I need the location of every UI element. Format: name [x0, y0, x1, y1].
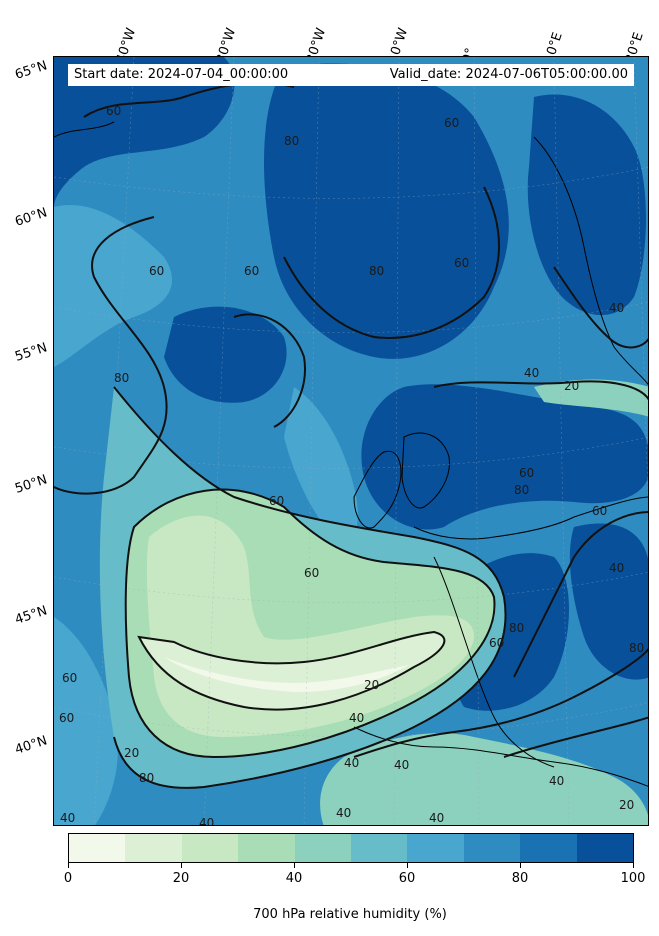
contour-label: 20 — [564, 379, 579, 393]
map-canvas: 60 80 60 60 80 60 40 60 80 20 40 20 40 6… — [54, 57, 648, 826]
contour-label: 60 — [149, 264, 164, 278]
contour-label: 80 — [139, 771, 154, 785]
contour-label: 40 — [199, 816, 214, 826]
contour-label: 60 — [444, 116, 459, 130]
colorbar-segment — [69, 834, 126, 862]
coastline — [54, 121, 115, 138]
contour-label: 80 — [114, 371, 129, 385]
contour-label: 60 — [454, 256, 469, 270]
contour-label: 20 — [619, 798, 634, 812]
colorbar-segment — [181, 834, 239, 862]
humidity-zone-mid — [284, 387, 358, 540]
humidity-zone-moist — [320, 733, 648, 825]
colorbar-segment — [520, 834, 577, 862]
coastline — [401, 432, 450, 509]
contour-label: 60 — [106, 104, 121, 118]
humidity-zone-high — [361, 384, 648, 530]
humidity-zone-mid — [54, 617, 118, 825]
coastline — [353, 726, 648, 787]
contour-label: 80 — [284, 134, 299, 148]
colorbar-tick-label: 60 — [398, 871, 416, 886]
contour-label: 60 — [489, 636, 504, 650]
humidity-zone-driest — [164, 657, 409, 693]
contour-label: 40 — [336, 806, 351, 820]
colorbar-segment — [576, 834, 634, 862]
colorbar-tick — [181, 863, 182, 868]
contour-label: 60 — [519, 466, 534, 480]
lat-label-60n: 60°N — [13, 205, 50, 230]
coastline — [533, 136, 648, 386]
contour-label: 60 — [244, 264, 259, 278]
contour-label: 40 — [60, 811, 75, 825]
contour-label: 60 — [269, 494, 284, 508]
lat-label-55n: 55°N — [13, 340, 50, 365]
colorbar-tick — [68, 863, 69, 868]
lat-label-50n: 50°N — [13, 472, 50, 497]
colorbar-tick-label: 20 — [172, 871, 190, 886]
humidity-zone-high — [527, 94, 646, 316]
lat-label-45n: 45°N — [13, 603, 50, 628]
colorbar-tick — [294, 863, 295, 868]
contour-label: 40 — [429, 811, 444, 825]
coastline — [353, 450, 402, 529]
humidity-zone-high — [569, 523, 648, 680]
colorbar-segment — [294, 834, 352, 862]
date-header: Start date: 2024-07-04_00:00:00 Valid_da… — [68, 64, 634, 86]
lat-label-40n: 40°N — [13, 733, 50, 758]
contour-label: 60 — [304, 566, 319, 580]
colorbar-segment — [125, 834, 182, 862]
colorbar-tick — [520, 863, 521, 868]
contour-label: 40 — [349, 711, 364, 725]
colorbar-tick-label: 100 — [620, 871, 646, 886]
contour-label: 80 — [629, 641, 644, 655]
contour-label: 40 — [394, 758, 409, 772]
colorbar — [68, 833, 634, 863]
humidity-zone-high — [264, 63, 509, 359]
contour-label: 40 — [609, 561, 624, 575]
contour-label: 80 — [514, 483, 529, 497]
contour-label: 40 — [549, 774, 564, 788]
contour-label: 60 — [592, 504, 607, 518]
colorbar-tick-label: 80 — [511, 871, 529, 886]
coastline — [413, 496, 648, 540]
humidity-map[interactable]: 60 80 60 60 80 60 40 60 80 20 40 20 40 6… — [53, 56, 649, 826]
humidity-zone-high — [164, 306, 287, 403]
start-date-label: Start date: 2024-07-04_00:00:00 — [74, 67, 289, 82]
contour-label: 20 — [124, 746, 139, 760]
colorbar-segment — [407, 834, 464, 862]
contour-label: 80 — [509, 621, 524, 635]
colorbar-tick — [407, 863, 408, 868]
colorbar-segment — [238, 834, 295, 862]
colorbar-tick-label: 0 — [63, 871, 73, 886]
humidity-zone-mid — [54, 205, 173, 367]
contour-label: 60 — [59, 711, 74, 725]
colorbar-title: 700 hPa relative humidity (%) — [253, 907, 447, 922]
lat-label-65n: 65°N — [13, 58, 50, 83]
colorbar-segment — [351, 834, 408, 862]
colorbar-segment — [463, 834, 521, 862]
colorbar-tick-label: 40 — [285, 871, 303, 886]
contour-label: 40 — [524, 366, 539, 380]
colorbar-tick — [633, 863, 634, 868]
contour-label: 40 — [609, 301, 624, 315]
contour-label: 60 — [62, 671, 77, 685]
contour-label: 80 — [369, 264, 384, 278]
contour-label: 20 — [364, 678, 379, 692]
valid-date-label: Valid_date: 2024-07-06T05:00:00.00 — [389, 67, 628, 82]
humidity-zone-moist — [534, 379, 648, 417]
graticule — [54, 57, 648, 825]
contour-label-group: 60 80 60 60 80 60 40 60 80 20 40 20 40 6… — [59, 104, 644, 826]
humidity-zone-driest — [139, 632, 445, 710]
contour-label: 40 — [344, 756, 359, 770]
